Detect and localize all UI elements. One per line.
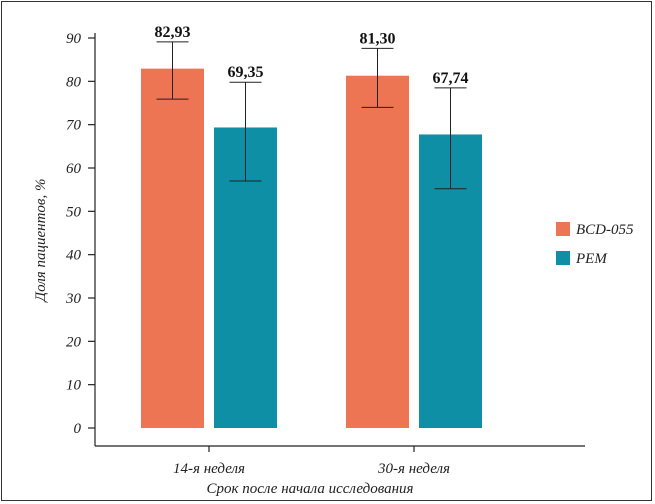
legend: BCD-055 PEM [556, 222, 634, 267]
legend-label-pem: PEM [575, 251, 608, 267]
x-axis-title: Срок после начала исследования [206, 481, 413, 497]
y-axis: 0 10 20 30 40 50 60 70 80 90 [65, 31, 96, 446]
y-tick-label: 90 [66, 31, 82, 47]
y-tick-label: 60 [66, 161, 82, 177]
data-label: 69,35 [228, 64, 264, 81]
y-axis-title: Доля пациентов, % [33, 179, 49, 304]
y-tick-label: 0 [74, 421, 82, 437]
data-label: 67,74 [433, 70, 469, 87]
y-tick-label: 10 [66, 378, 82, 394]
bars [141, 68, 482, 429]
data-label: 82,93 [155, 24, 191, 41]
x-axis: 14-я неделя 30-я неделя [95, 445, 585, 477]
legend-swatch-bcd-055 [556, 222, 570, 236]
y-tick-label: 40 [66, 248, 82, 264]
x-tick-label: 30-я неделя [377, 461, 450, 477]
y-tick-label: 30 [65, 291, 82, 307]
y-tick-label: 80 [66, 74, 82, 90]
y-tick-label: 50 [66, 204, 82, 220]
y-tick-label: 20 [66, 334, 82, 350]
error-bars [156, 41, 467, 190]
data-labels: 82,93 69,35 81,30 67,74 [155, 24, 469, 87]
legend-swatch-pem [556, 251, 570, 265]
data-label: 81,30 [360, 30, 396, 47]
y-tick-label: 70 [66, 118, 82, 134]
x-tick-label: 14-я неделя [173, 461, 245, 477]
legend-label-bcd-055: BCD-055 [576, 222, 634, 238]
bar-bcd-055-1 [141, 68, 204, 429]
bar-bcd-055-2 [346, 75, 409, 428]
